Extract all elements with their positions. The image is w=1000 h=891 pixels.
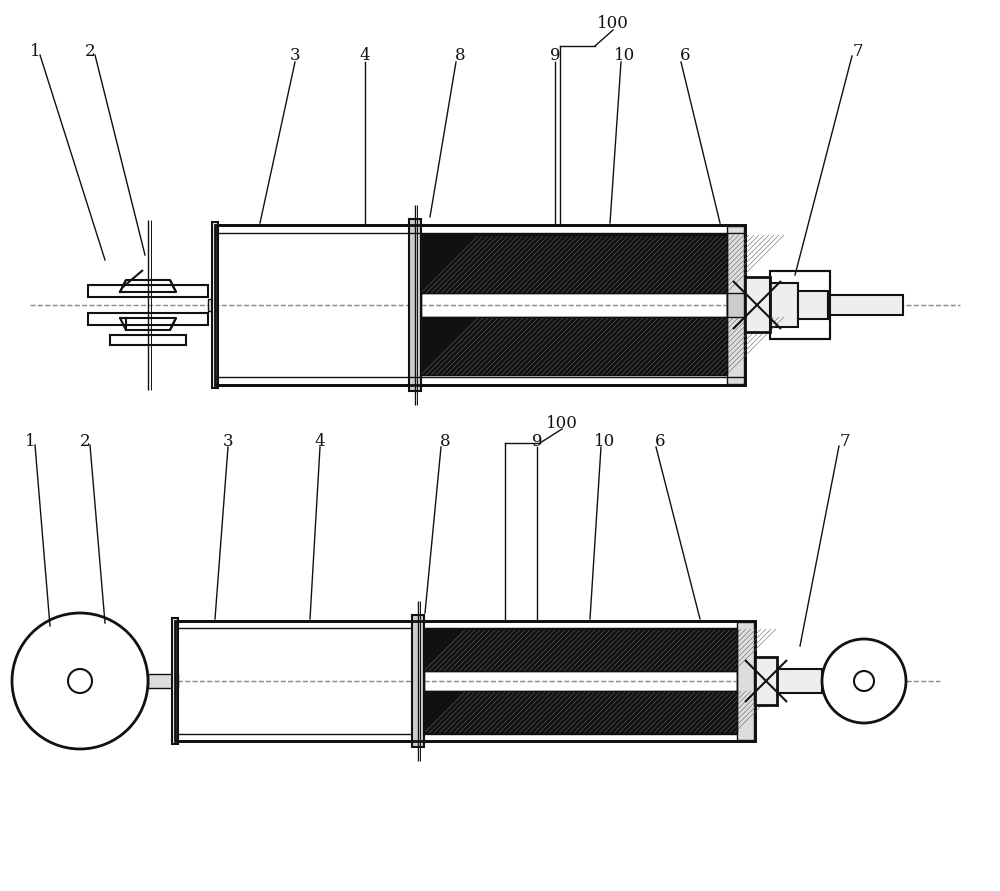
Text: 2: 2 — [80, 432, 90, 449]
Bar — [110, 335, 186, 345]
Bar — [798, 291, 828, 319]
Text: 100: 100 — [546, 414, 578, 431]
Bar — [424, 671, 737, 691]
Circle shape — [854, 671, 874, 691]
Bar — [737, 622, 754, 740]
Bar — [412, 615, 424, 747]
Bar — [88, 285, 208, 297]
Text: 8: 8 — [455, 47, 465, 64]
Text: 1: 1 — [25, 432, 35, 449]
Text: 1: 1 — [30, 43, 40, 60]
Text: 3: 3 — [290, 47, 300, 64]
Bar — [828, 295, 903, 315]
Text: 8: 8 — [440, 432, 450, 449]
Circle shape — [12, 613, 148, 749]
Text: 3: 3 — [223, 432, 233, 449]
Text: 9: 9 — [532, 432, 542, 449]
Polygon shape — [120, 280, 176, 292]
Text: 2: 2 — [85, 43, 95, 60]
Bar — [421, 317, 727, 375]
Bar — [208, 299, 215, 311]
Bar — [215, 225, 745, 385]
Text: 7: 7 — [853, 43, 863, 60]
Text: 7: 7 — [840, 432, 850, 449]
Bar — [777, 669, 822, 693]
Bar — [421, 293, 727, 317]
Bar — [212, 222, 218, 388]
Bar — [421, 235, 727, 293]
Bar — [727, 293, 744, 317]
Bar — [175, 621, 755, 741]
Bar — [175, 621, 755, 741]
Bar — [172, 618, 178, 744]
Polygon shape — [120, 318, 176, 330]
Bar — [770, 283, 798, 327]
Bar — [215, 225, 745, 385]
Circle shape — [822, 639, 906, 723]
Bar — [745, 277, 770, 332]
Text: 100: 100 — [597, 15, 629, 32]
Text: 9: 9 — [550, 47, 560, 64]
Text: 6: 6 — [680, 47, 690, 64]
Text: 10: 10 — [614, 47, 636, 64]
Text: 10: 10 — [594, 432, 616, 449]
Bar — [424, 629, 737, 671]
Text: 4: 4 — [315, 432, 325, 449]
Bar — [88, 313, 208, 325]
Bar — [409, 219, 421, 391]
Bar — [727, 226, 744, 384]
Text: 6: 6 — [655, 432, 665, 449]
Bar — [755, 657, 777, 705]
Bar — [770, 271, 830, 339]
Text: 4: 4 — [360, 47, 370, 64]
Bar — [148, 674, 178, 688]
Circle shape — [68, 669, 92, 693]
Bar — [424, 691, 737, 733]
